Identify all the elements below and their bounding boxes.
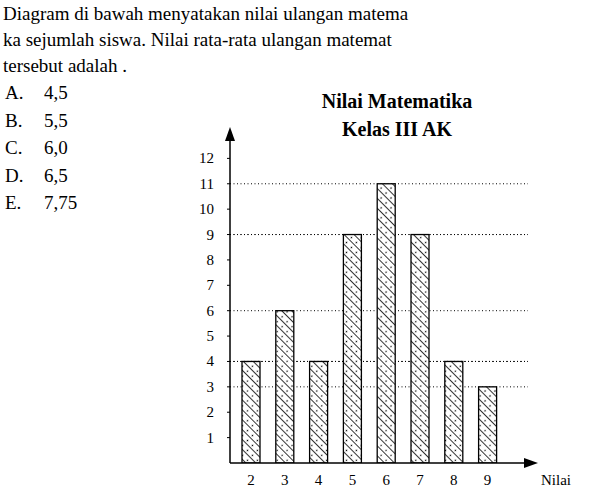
- y-tick: [227, 386, 230, 387]
- chart-title: Nilai Matematika: [322, 90, 473, 112]
- x-tick-label: 3: [281, 472, 289, 488]
- option-text: 7,75: [44, 192, 77, 213]
- x-tick-label: 2: [247, 472, 255, 488]
- y-tick-label: 7: [207, 277, 215, 293]
- x-tick-label: 8: [450, 472, 458, 488]
- y-tick: [227, 437, 230, 438]
- option-text: 6,0: [44, 137, 68, 158]
- y-tick: [227, 183, 230, 184]
- y-tick: [227, 336, 230, 337]
- options: A. 4,5 B. 5,5 C. 6,0 D. 6,5 E. 7,75: [5, 82, 77, 213]
- chart-subtitle: Kelas III AK: [342, 118, 452, 140]
- bar: [445, 361, 463, 463]
- x-axis-label: Nilai: [541, 472, 571, 488]
- y-tick: [227, 209, 230, 210]
- y-tick: [227, 234, 230, 235]
- option-letter: B.: [5, 110, 22, 131]
- bar: [276, 311, 294, 463]
- x-tick-label: 6: [382, 472, 390, 488]
- bar: [343, 235, 361, 463]
- y-tick: [227, 285, 230, 286]
- option-letter: D.: [5, 165, 23, 186]
- y-tick-label: 2: [207, 404, 215, 420]
- question-line: ka sejumlah siswa. Nilai rata-rata ulang…: [3, 29, 393, 50]
- question: Diagram di bawah menyatakan nilai ulanga…: [3, 3, 409, 76]
- chart: Nilai MatematikaKelas III AK123456789101…: [199, 90, 571, 488]
- option-text: 6,5: [44, 165, 68, 186]
- x-axis-arrow: [524, 458, 538, 468]
- page: Diagram di bawah menyatakan nilai ulanga…: [0, 0, 600, 498]
- option-text: 5,5: [44, 110, 68, 131]
- y-tick: [227, 310, 230, 311]
- y-tick-label: 11: [200, 176, 214, 192]
- bar: [310, 361, 328, 463]
- y-tick-label: 6: [207, 303, 215, 319]
- y-tick: [227, 158, 230, 159]
- y-tick-label: 5: [207, 328, 215, 344]
- bar: [377, 184, 395, 463]
- x-tick-label: 7: [416, 472, 424, 488]
- option-letter: A.: [5, 82, 23, 103]
- bar: [242, 361, 260, 463]
- y-tick-label: 8: [207, 252, 215, 268]
- y-tick-label: 10: [199, 201, 214, 217]
- x-axis-line: [230, 462, 528, 464]
- y-tick-label: 9: [207, 227, 215, 243]
- option-letter: E.: [5, 192, 21, 213]
- y-tick-label: 4: [207, 353, 215, 369]
- bars: [242, 184, 497, 463]
- y-tick: [227, 361, 230, 362]
- y-axis-arrow: [225, 127, 235, 141]
- y-tick: [227, 412, 230, 413]
- x-tick-label: 4: [315, 472, 323, 488]
- option-text: 4,5: [44, 82, 68, 103]
- question-line: tersebut adalah .: [3, 55, 127, 76]
- question-line: Diagram di bawah menyatakan nilai ulanga…: [3, 3, 409, 24]
- x-tick-label: 9: [484, 472, 492, 488]
- axes: 12345678910111223456789Nilai: [199, 127, 571, 488]
- bar: [411, 235, 429, 463]
- y-tick-label: 12: [199, 150, 214, 166]
- bar: [479, 387, 497, 463]
- y-tick: [227, 259, 230, 260]
- y-tick-label: 3: [207, 379, 215, 395]
- y-tick-label: 1: [207, 430, 215, 446]
- y-axis-line: [229, 137, 231, 463]
- x-tick-label: 5: [349, 472, 357, 488]
- option-letter: C.: [5, 137, 22, 158]
